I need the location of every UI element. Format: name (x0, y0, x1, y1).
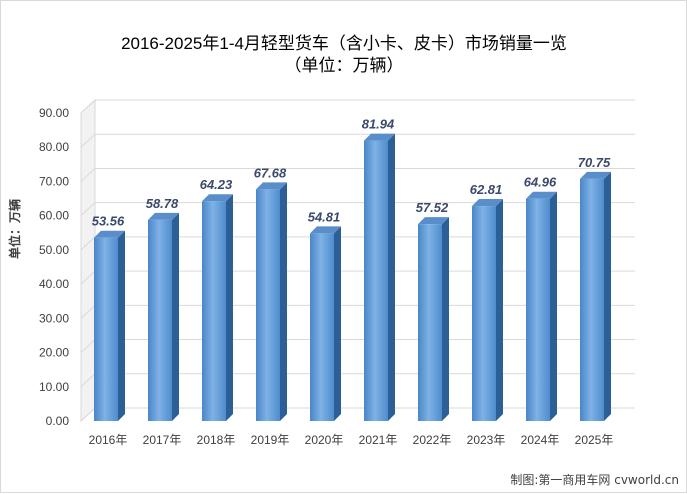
x-axis-ticks: 2016年 2017年 2018年 2019年 2020年 2021年 2022年 2023年… (89, 433, 614, 447)
bar (526, 191, 557, 421)
bar-front (580, 178, 604, 421)
chart-back-wall (80, 98, 96, 423)
bar-side (604, 171, 611, 421)
bars (94, 133, 611, 421)
x-tick-label: 2017年 (143, 433, 182, 447)
x-tick-label: 2019年 (251, 433, 290, 447)
bar-side (442, 217, 449, 421)
bar-top (418, 217, 449, 225)
x-tick-label: 2018年 (197, 433, 236, 447)
chart-subtitle: （单位：万辆） (285, 56, 404, 75)
bar-side (388, 133, 395, 421)
bar-top (472, 199, 503, 207)
y-tick-label: 80.00 (39, 140, 69, 154)
data-label: 64.96 (524, 175, 557, 190)
bar-front (94, 237, 118, 421)
bar-side (118, 230, 125, 421)
gridline (80, 167, 635, 182)
y-tick-label: 70.00 (39, 174, 69, 188)
bar-front (364, 140, 388, 421)
bar (418, 217, 449, 421)
bar-side (334, 226, 341, 421)
bar-front (202, 201, 226, 421)
x-tick-label: 2022年 (413, 433, 452, 447)
x-tick-label: 2025年 (575, 433, 614, 447)
bar-top (94, 230, 125, 238)
data-label: 58.78 (146, 196, 179, 211)
gridline (80, 99, 635, 114)
y-axis-ticks: 0.00 10.00 20.00 30.00 40.00 50.00 60.00 70.00 8… (39, 106, 69, 428)
chart-credit: 制图:第一商用车网 cvworld.cn (510, 472, 679, 487)
y-tick-label: 10.00 (39, 380, 69, 394)
bar-side (226, 194, 233, 421)
bar-top (310, 226, 341, 234)
data-label: 57.52 (416, 200, 449, 215)
data-labels: 53.56 58.78 64.23 67.68 54.81 81.94 57.52 62.81… (92, 117, 611, 229)
data-label: 64.23 (200, 177, 233, 192)
bar-side (496, 199, 503, 421)
bar-front (256, 189, 280, 421)
x-tick-label: 2020年 (305, 433, 344, 447)
y-tick-label: 30.00 (39, 311, 69, 325)
gridline (80, 202, 635, 217)
data-label: 67.68 (254, 165, 287, 180)
data-label: 62.81 (470, 182, 503, 197)
x-tick-label: 2023年 (467, 433, 506, 447)
data-label: 81.94 (362, 117, 395, 132)
bar (256, 182, 287, 421)
y-tick-label: 60.00 (39, 209, 69, 223)
bar-side (172, 212, 179, 421)
bar-top (256, 182, 287, 190)
bar-side (550, 191, 557, 421)
data-label: 70.75 (578, 155, 611, 170)
y-tick-label: 0.00 (46, 414, 70, 428)
bar-top (580, 171, 611, 179)
bar-top (148, 212, 179, 220)
y-tick-label: 90.00 (39, 106, 69, 120)
bar (472, 199, 503, 421)
bar-top (364, 133, 395, 141)
gridline (80, 133, 635, 148)
bar (580, 171, 611, 421)
x-tick-label: 2024年 (521, 433, 560, 447)
bar-front (418, 224, 442, 421)
bar-top (202, 194, 233, 202)
bar (202, 194, 233, 421)
chart-title: 2016-2025年1-4月轻型货车（含小卡、皮卡）市场销量一览 (121, 34, 567, 53)
x-tick-label: 2021年 (359, 433, 398, 447)
y-tick-label: 20.00 (39, 346, 69, 360)
bar-top (526, 191, 557, 199)
bar-front (472, 206, 496, 421)
y-axis-label: 单位：万辆 (7, 199, 22, 259)
y-tick-label: 40.00 (39, 277, 69, 291)
bar-front (526, 198, 550, 421)
bar (364, 133, 395, 421)
bar (94, 230, 125, 421)
x-tick-label: 2016年 (89, 433, 128, 447)
data-label: 54.81 (308, 209, 341, 224)
bar-front (148, 219, 172, 421)
bar (148, 212, 179, 421)
bar-side (280, 182, 287, 421)
data-label: 53.56 (92, 214, 125, 229)
bar-front (310, 233, 334, 421)
bar (310, 226, 341, 421)
y-tick-label: 50.00 (39, 243, 69, 257)
